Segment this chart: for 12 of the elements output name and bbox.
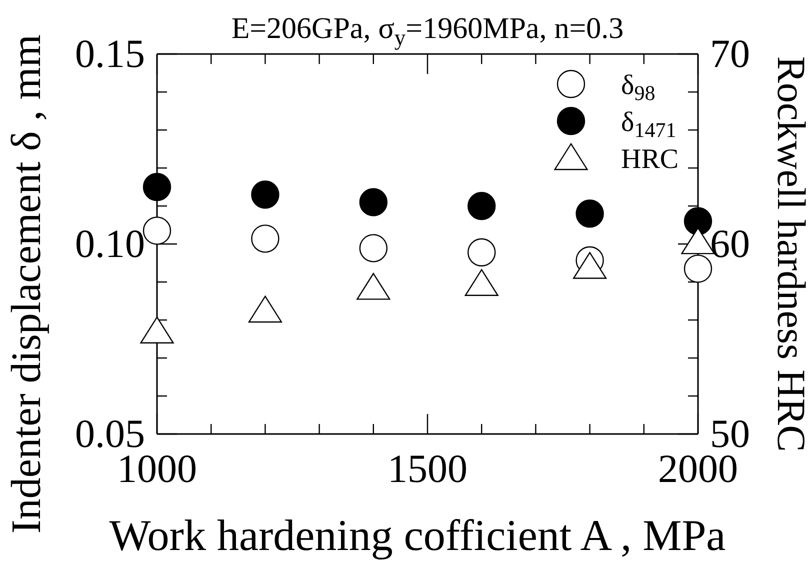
legend-label: δ$_{1471}$ [621, 107, 676, 142]
x-axis-title: Work hardening cofficient A , MPa [109, 511, 726, 560]
y2-tick-label: 60 [710, 220, 750, 266]
y-axis-title: Indenter displacement δ , mm [4, 34, 50, 534]
y2-axis-title: Rockwell hardness HRC [769, 56, 809, 452]
legend-label: HRC [621, 144, 679, 175]
x-tick-label: 1500 [388, 446, 468, 491]
y-tick-label: 0.10 [75, 220, 145, 266]
chart-title: E=206GPa, σ$_{y}$=1960MPa, n=0.3 [231, 12, 624, 50]
legend-label: δ$_{98}$ [621, 70, 656, 106]
y2-tick-label: 70 [710, 30, 750, 76]
y-tick-label: 0.15 [75, 30, 145, 76]
